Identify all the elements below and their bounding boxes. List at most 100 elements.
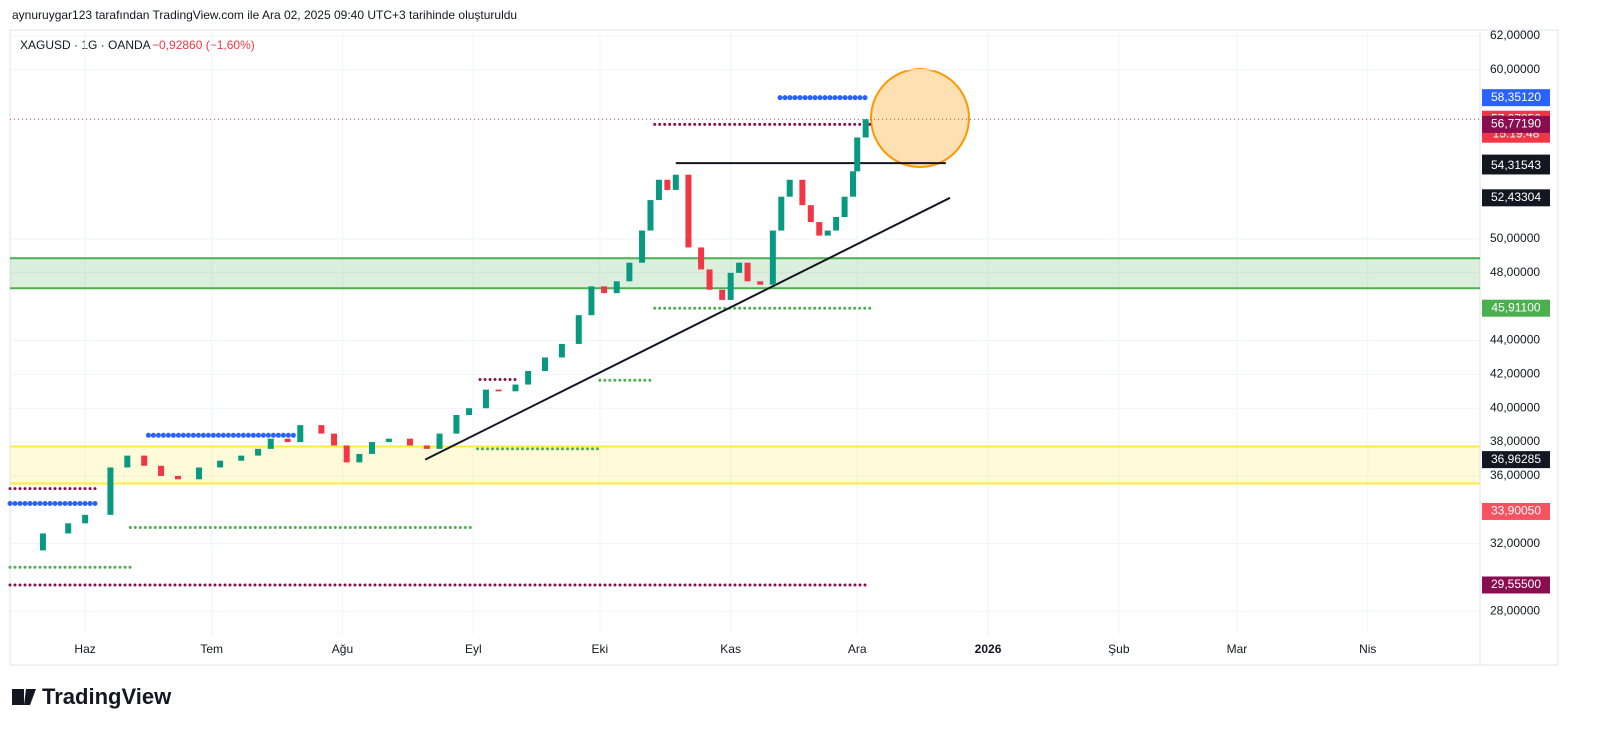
candle	[495, 389, 502, 392]
price-tag	[1482, 157, 1550, 175]
candle	[406, 438, 413, 446]
candle	[124, 455, 131, 468]
y-tick-label: 38,00000	[1490, 434, 1540, 448]
candle	[318, 425, 325, 434]
candle	[664, 179, 671, 190]
y-tick-label: 44,00000	[1490, 333, 1540, 347]
y-tick-label: 28,00000	[1490, 603, 1540, 617]
x-tick-label: Tem	[200, 642, 223, 656]
credit: aynuruygar123 tarafından TradingView.com…	[12, 8, 517, 22]
candle	[601, 286, 608, 294]
candle	[284, 438, 291, 443]
x-tick-label: Kas	[720, 642, 741, 656]
candle	[824, 230, 831, 236]
candle	[854, 137, 861, 172]
y-tick-label: 32,00000	[1490, 536, 1540, 550]
frame	[9, 29, 1559, 666]
candle	[816, 222, 823, 236]
brand-logo: TradingView	[12, 684, 172, 709]
y-tick-label: 50,00000	[1490, 231, 1540, 245]
candle	[575, 315, 582, 344]
candle	[466, 408, 473, 415]
candle	[356, 453, 363, 463]
price-tag-label: 54,31543	[1491, 158, 1541, 172]
candle	[655, 179, 662, 201]
candle	[727, 272, 734, 300]
x-tick-label: 2026	[975, 642, 1002, 656]
candle	[482, 389, 489, 409]
candle	[850, 171, 857, 197]
candle	[807, 205, 814, 223]
price-tag	[1482, 576, 1550, 594]
candle	[841, 196, 848, 217]
price-tag-label: 52,43304	[1491, 190, 1541, 204]
price-tag-label: 33,90050	[1491, 504, 1541, 518]
price-tag	[1482, 451, 1550, 469]
candle	[744, 262, 751, 282]
candle	[255, 448, 262, 456]
candle	[698, 247, 705, 270]
candle	[786, 179, 793, 197]
candle	[706, 269, 713, 290]
candle	[331, 433, 338, 446]
candle	[196, 467, 203, 480]
candle	[799, 179, 806, 206]
candle	[769, 230, 776, 285]
candle	[672, 174, 679, 190]
x-tick-label: Eki	[592, 642, 609, 656]
plot: 28,00000 32,00000 36,00000 38,00000 40,00000…	[7, 28, 1540, 656]
price-tag	[1482, 115, 1550, 133]
y-tick-label: 42,00000	[1490, 367, 1540, 381]
y-tick-label: 48,00000	[1490, 265, 1540, 279]
y-tick-label: 62,00000	[1490, 28, 1540, 42]
price-tag-label: 56,77190	[1491, 117, 1541, 131]
x-tick-label: Şub	[1108, 642, 1130, 656]
brand: TradingView	[42, 684, 172, 709]
candle	[512, 384, 519, 392]
candle	[238, 455, 245, 461]
y-tick-label: 36,00000	[1490, 468, 1540, 482]
price-tag	[1482, 189, 1550, 207]
change: −0,92860 (−1,60%)	[152, 38, 255, 52]
candle	[267, 438, 274, 449]
price-tag	[1482, 502, 1550, 520]
candle	[736, 262, 743, 273]
price-tag-label: 36,96285	[1491, 452, 1541, 466]
x-tick-label: Ağu	[332, 642, 353, 656]
candle	[107, 467, 114, 515]
price-tag	[1482, 299, 1550, 317]
price-tag-label: 45,91100	[1491, 300, 1540, 314]
price-tag-label: 29,55500	[1491, 577, 1541, 591]
candle	[453, 415, 460, 434]
candle	[369, 442, 376, 454]
x-tick-label: Eyl	[465, 642, 482, 656]
x-tick-label: Ara	[848, 642, 867, 656]
target-circle	[870, 68, 970, 168]
candle	[833, 217, 840, 231]
candle	[613, 281, 620, 294]
x-tick-label: Mar	[1227, 642, 1248, 656]
candle	[39, 533, 46, 551]
candle	[685, 174, 692, 248]
x-tick-label: Nis	[1359, 642, 1376, 656]
y-tick-label: 60,00000	[1490, 62, 1540, 76]
candle	[217, 460, 224, 468]
candle	[423, 445, 430, 449]
candle	[588, 286, 595, 316]
y-tick-label: 40,00000	[1490, 400, 1540, 414]
candle	[626, 262, 633, 282]
candle	[141, 455, 148, 466]
price-tag	[1482, 89, 1550, 107]
candle	[525, 371, 532, 385]
price-tag-label: 58,35120	[1491, 90, 1541, 104]
candle	[82, 514, 89, 524]
candle	[639, 230, 646, 263]
candle	[158, 465, 165, 476]
candle	[778, 196, 785, 231]
candle	[719, 289, 726, 300]
candle	[436, 433, 443, 449]
candle	[647, 200, 654, 231]
candle	[862, 119, 869, 138]
candle	[297, 425, 304, 443]
